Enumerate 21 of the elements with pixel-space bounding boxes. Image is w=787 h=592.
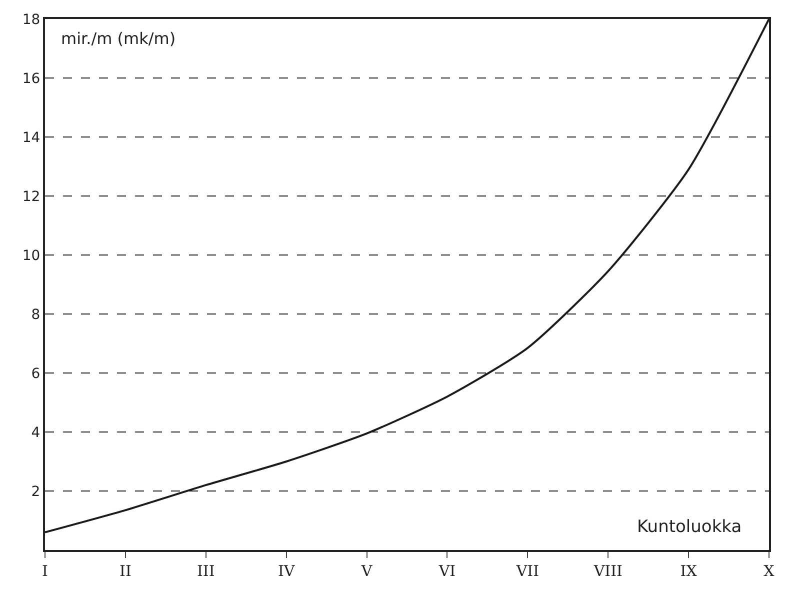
x-tick-label: X: [764, 562, 775, 580]
x-tick-label: IX: [680, 562, 698, 580]
y-tick-label: 8: [31, 306, 40, 323]
x-tick-label: I: [42, 562, 48, 580]
x-tick-label: III: [197, 562, 215, 580]
y-tick-label: 2: [31, 484, 40, 500]
y-tick-label: 6: [31, 366, 40, 382]
x-tick-label: VI: [438, 562, 456, 580]
y-tick-label: 4: [31, 424, 40, 441]
x-tick-label: VIII: [592, 562, 622, 580]
y-tick-label: 16: [22, 70, 40, 87]
y-tick-label: 14: [22, 130, 40, 146]
x-tick-label: VII: [515, 562, 540, 580]
x-tick-label: IV: [278, 562, 296, 580]
y-tick-label: 18: [22, 12, 40, 28]
y-tick-label: 12: [22, 188, 40, 205]
x-axis-title: Kuntoluokka: [637, 517, 742, 537]
y-tick-label: 10: [22, 248, 40, 264]
x-tick-label: II: [120, 562, 132, 580]
x-tick-label: V: [360, 562, 374, 580]
y-axis-title: mir./m (mk/m): [61, 29, 176, 48]
